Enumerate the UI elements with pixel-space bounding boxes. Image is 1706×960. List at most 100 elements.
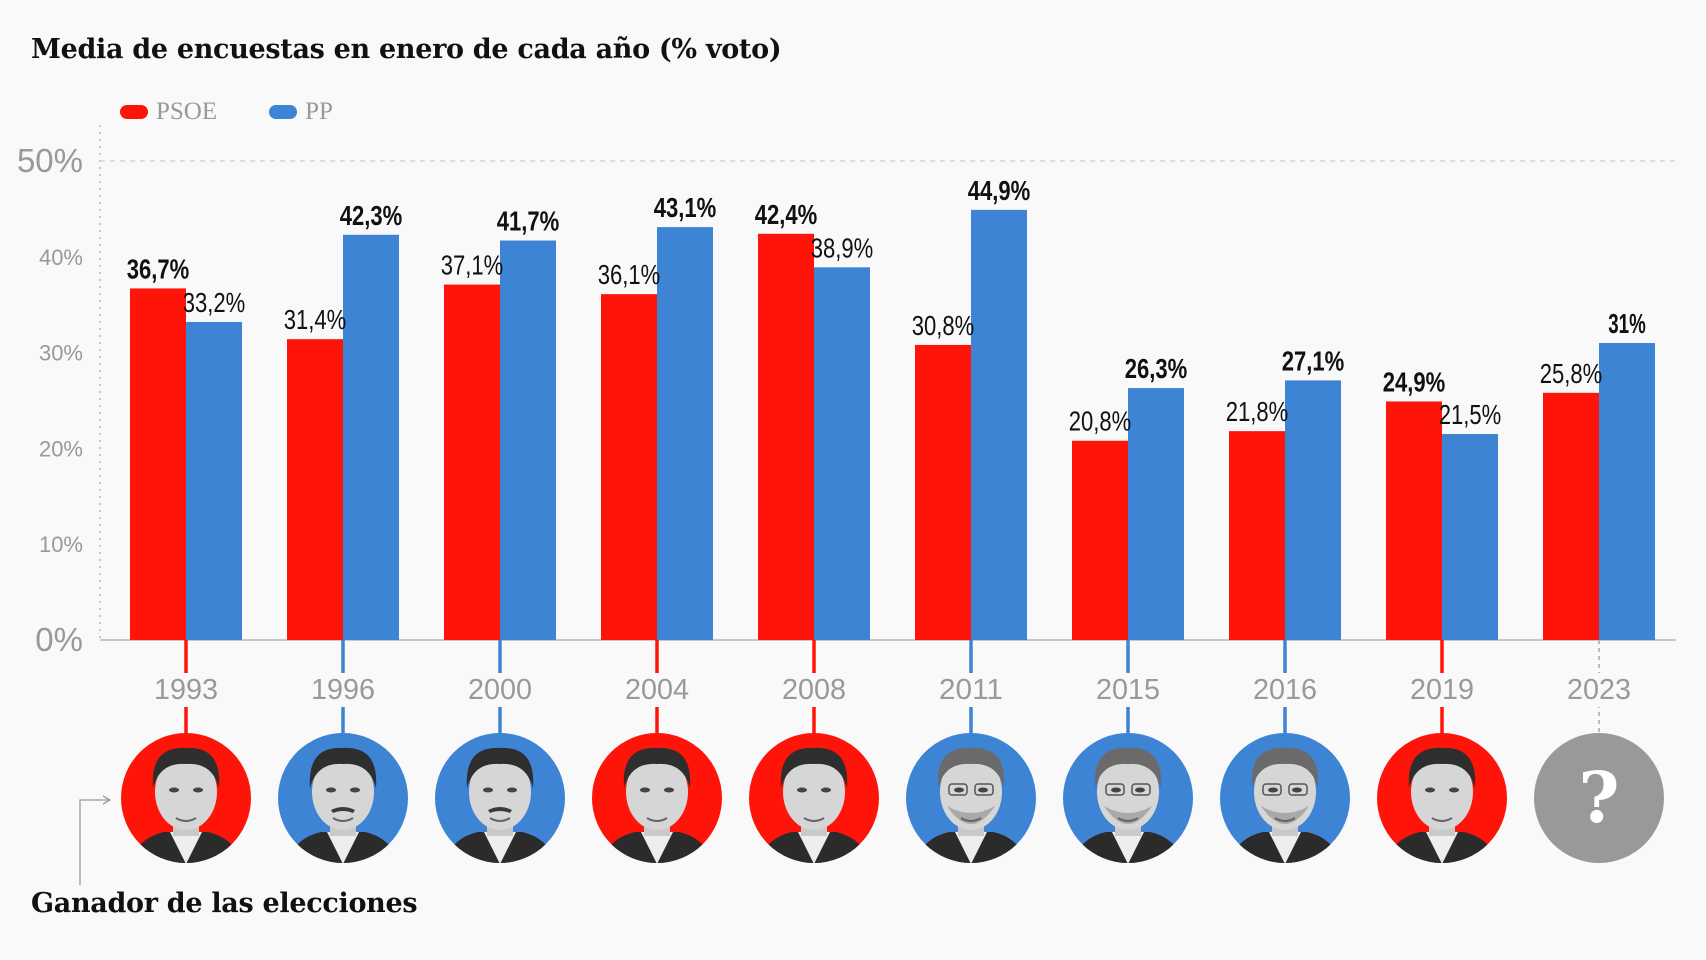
portrait-shirt	[1112, 832, 1144, 863]
bar-pp-2016	[1285, 380, 1341, 640]
portrait-mouth	[1431, 817, 1453, 822]
person-icon	[913, 747, 1029, 863]
portrait-circle	[1534, 733, 1664, 863]
winner-portrait-2000	[435, 733, 565, 863]
value-label-pp-1996: 42,3%	[340, 200, 403, 231]
bracket-arrow-icon	[102, 795, 112, 805]
winner-portrait-2015	[1063, 733, 1193, 863]
portrait-eye	[193, 787, 203, 793]
y-tick-label: 50%	[17, 142, 83, 179]
x-tick-label-2015: 2015	[1096, 674, 1160, 706]
portrait-shirt	[1426, 832, 1458, 863]
chart-title: Media de encuestas en enero de cada año …	[31, 34, 782, 65]
value-label-psoe-2019: 24,9%	[1383, 366, 1446, 397]
portrait-glasses	[1288, 783, 1308, 796]
portrait-hair	[937, 747, 1005, 788]
portrait-face	[469, 754, 531, 830]
x-tick-label-2000: 2000	[468, 674, 532, 706]
portrait-glasses	[948, 783, 968, 796]
bar-pp-2015	[1128, 388, 1184, 640]
portrait-mouth	[960, 817, 982, 822]
portrait-hair	[1251, 747, 1319, 788]
portrait-face	[783, 754, 845, 830]
value-label-pp-2019: 21,5%	[1439, 399, 1502, 430]
value-label-psoe-2008: 42,4%	[755, 199, 818, 230]
value-label-psoe-2023: 25,8%	[1540, 358, 1603, 389]
portrait-hair	[1408, 747, 1476, 788]
value-label-pp-2016: 27,1%	[1282, 345, 1345, 376]
portrait-shirt	[327, 832, 359, 863]
bar-psoe-2004	[601, 294, 657, 640]
bar-psoe-1993	[130, 288, 186, 640]
y-tick-label: 40%	[39, 245, 83, 270]
portrait-glasses	[1105, 783, 1125, 796]
portrait-shirt	[955, 832, 987, 863]
bracket-line	[79, 799, 108, 885]
x-tick-label-2004: 2004	[625, 674, 689, 706]
portrait-face	[626, 754, 688, 830]
portrait-glasses	[1262, 783, 1282, 796]
year-label-bg	[1563, 673, 1635, 707]
x-tick-label-1993: 1993	[154, 674, 218, 706]
year-label-bg	[464, 673, 536, 707]
value-label-psoe-1993: 36,7%	[127, 253, 190, 284]
x-tick-label-2008: 2008	[782, 674, 846, 706]
y-tick-label: 0%	[35, 621, 83, 658]
portrait-beard	[947, 806, 995, 824]
portrait-hair	[152, 747, 220, 788]
portrait-eye	[978, 787, 988, 793]
year-labels: 1993 1996 2000 2004 2008 2011 2015 2016 2019 2023	[150, 673, 1635, 707]
winner-portrait-2008	[749, 733, 879, 863]
portrait-eye	[797, 787, 807, 793]
portrait-face	[312, 754, 374, 830]
winner-portrait-2004	[592, 733, 722, 863]
value-label-psoe-2004: 36,1%	[598, 259, 661, 290]
bar-psoe-2016	[1229, 431, 1285, 640]
bar-pp-1996	[343, 234, 399, 641]
y-tick-label: 10%	[39, 532, 83, 557]
portrait-eye	[664, 787, 674, 793]
year-label-bg	[778, 673, 850, 707]
portrait-shirt	[1269, 832, 1301, 863]
portrait-eye	[640, 787, 650, 793]
portrait-glasses	[1131, 783, 1151, 796]
value-label-pp-2008: 38,9%	[811, 232, 874, 263]
bars	[130, 209, 1655, 641]
year-label-bg	[621, 673, 693, 707]
legend-swatch-pp	[269, 105, 298, 119]
bar-psoe-1996	[287, 339, 343, 640]
portrait-glasses	[974, 783, 994, 796]
bar-pp-2000	[500, 240, 556, 641]
value-label-psoe-2015: 20,8%	[1069, 406, 1132, 437]
portrait-moustache	[488, 807, 512, 813]
bar-pp-2023	[1599, 343, 1655, 640]
value-label-pp-2000: 41,7%	[497, 206, 560, 237]
portrait-mouth	[332, 817, 354, 822]
year-label-bg	[1406, 673, 1478, 707]
portrait-shirt	[170, 832, 202, 863]
year-label-bg	[1249, 673, 1321, 707]
portrait-mouth	[803, 817, 825, 822]
year-label-bg	[1092, 673, 1164, 707]
portrait-face	[155, 754, 217, 830]
portrait-face	[1411, 754, 1473, 830]
x-tick-label-2019: 2019	[1410, 674, 1474, 706]
legend-label-pp: PP	[305, 98, 333, 125]
portrait-eye	[483, 787, 493, 793]
portrait-eye	[1449, 787, 1459, 793]
winner-portraits: ?	[121, 733, 1664, 863]
x-tick-label-2016: 2016	[1253, 674, 1317, 706]
portrait-shirt	[484, 832, 516, 863]
portrait-eye	[954, 787, 964, 793]
bar-psoe-2008	[758, 233, 814, 641]
legend-item-psoe: PSOE	[120, 98, 217, 126]
bar-psoe-2011	[915, 344, 971, 640]
portrait-eye	[169, 787, 179, 793]
winner-portrait-1993	[121, 733, 251, 863]
legend-swatch-psoe	[120, 105, 148, 119]
bar-psoe-2015	[1072, 440, 1128, 640]
bar-pp-2004	[657, 227, 713, 641]
portrait-shirt	[798, 832, 830, 863]
value-label-psoe-2016: 21,8%	[1226, 396, 1289, 427]
